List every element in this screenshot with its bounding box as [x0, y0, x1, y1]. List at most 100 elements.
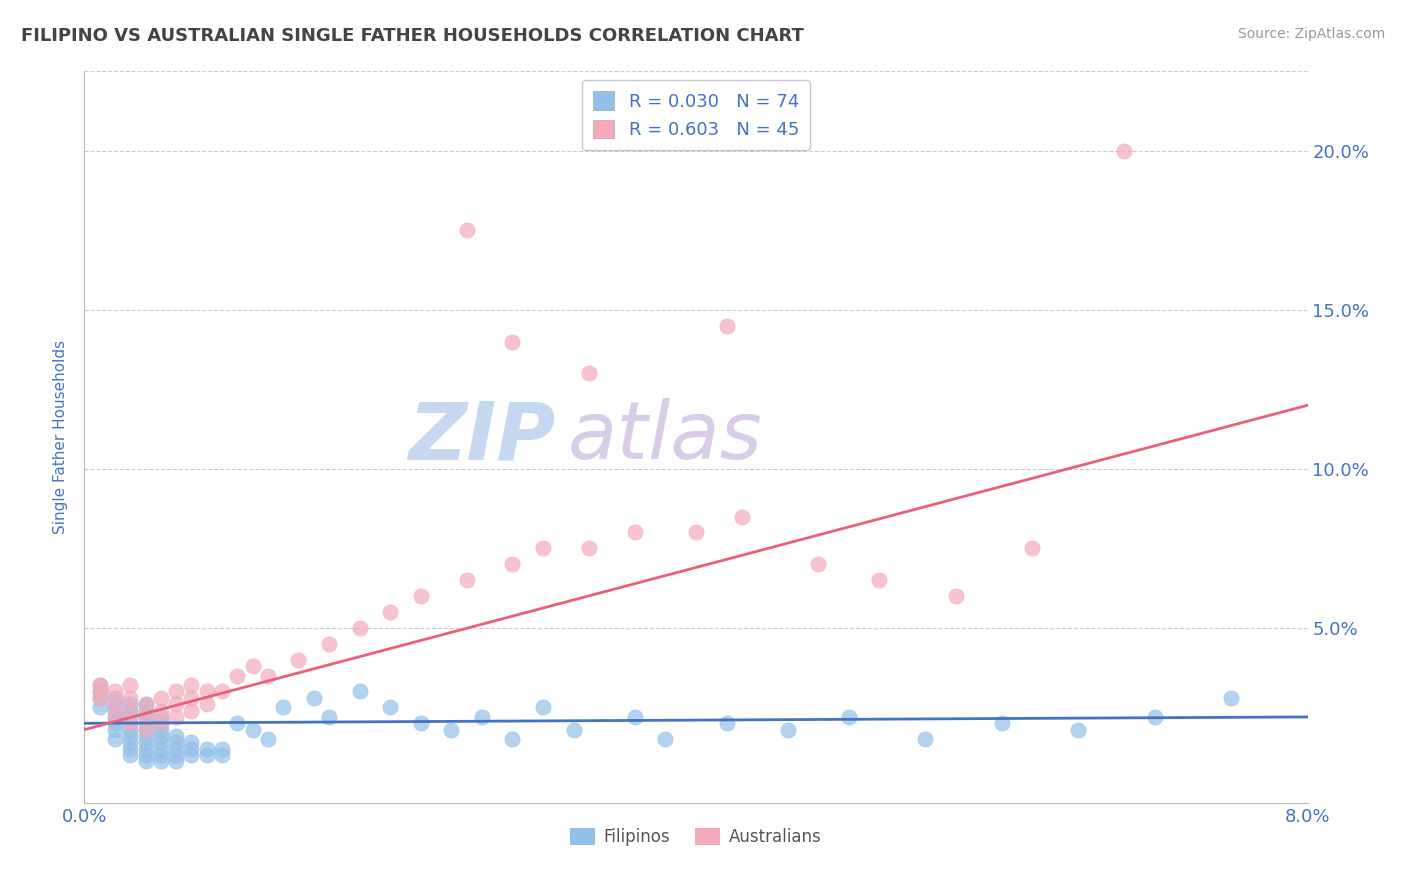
- Point: [135, 748, 157, 763]
- Point: [149, 690, 172, 705]
- Point: [104, 697, 127, 711]
- Point: [135, 697, 157, 711]
- Point: [104, 732, 127, 747]
- Point: [104, 716, 127, 731]
- Point: [869, 573, 891, 587]
- Point: [120, 735, 142, 749]
- Point: [211, 741, 233, 756]
- Point: [914, 732, 936, 747]
- Point: [120, 678, 142, 692]
- Point: [149, 710, 172, 724]
- Point: [89, 678, 111, 692]
- Point: [1143, 710, 1166, 724]
- Point: [624, 525, 647, 540]
- Point: [242, 659, 264, 673]
- Point: [685, 525, 707, 540]
- Point: [211, 684, 233, 698]
- Point: [89, 690, 111, 705]
- Point: [1067, 723, 1090, 737]
- Point: [1021, 541, 1043, 556]
- Point: [135, 716, 157, 731]
- Point: [807, 558, 830, 572]
- Point: [135, 755, 157, 769]
- Point: [135, 710, 157, 724]
- Point: [531, 700, 554, 714]
- Point: [120, 704, 142, 718]
- Point: [531, 541, 554, 556]
- Point: [135, 704, 157, 718]
- Point: [120, 723, 142, 737]
- Point: [302, 690, 325, 705]
- Point: [104, 710, 127, 724]
- Point: [409, 716, 432, 731]
- Point: [120, 697, 142, 711]
- Point: [149, 748, 172, 763]
- Point: [180, 678, 202, 692]
- Point: [380, 605, 402, 619]
- Point: [165, 710, 187, 724]
- Point: [165, 729, 187, 743]
- Point: [578, 541, 600, 556]
- Point: [716, 318, 738, 333]
- Point: [716, 716, 738, 731]
- Point: [318, 710, 340, 724]
- Point: [120, 741, 142, 756]
- Point: [149, 755, 172, 769]
- Point: [195, 684, 218, 698]
- Point: [991, 716, 1014, 731]
- Point: [89, 684, 111, 698]
- Point: [120, 710, 142, 724]
- Point: [271, 700, 294, 714]
- Point: [120, 729, 142, 743]
- Point: [456, 573, 478, 587]
- Point: [456, 223, 478, 237]
- Point: [135, 735, 157, 749]
- Point: [180, 748, 202, 763]
- Point: [257, 668, 280, 682]
- Point: [165, 735, 187, 749]
- Legend: Filipinos, Australians: Filipinos, Australians: [564, 822, 828, 853]
- Point: [104, 704, 127, 718]
- Point: [120, 690, 142, 705]
- Point: [838, 710, 860, 724]
- Text: FILIPINO VS AUSTRALIAN SINGLE FATHER HOUSEHOLDS CORRELATION CHART: FILIPINO VS AUSTRALIAN SINGLE FATHER HOU…: [21, 27, 804, 45]
- Point: [120, 704, 142, 718]
- Point: [135, 729, 157, 743]
- Point: [502, 334, 524, 349]
- Point: [195, 697, 218, 711]
- Point: [89, 684, 111, 698]
- Point: [578, 367, 600, 381]
- Point: [165, 684, 187, 698]
- Point: [654, 732, 676, 747]
- Point: [120, 716, 142, 731]
- Point: [149, 704, 172, 718]
- Point: [104, 723, 127, 737]
- Point: [89, 690, 111, 705]
- Point: [165, 755, 187, 769]
- Point: [89, 700, 111, 714]
- Point: [242, 723, 264, 737]
- Text: atlas: atlas: [568, 398, 762, 476]
- Point: [180, 704, 202, 718]
- Point: [624, 710, 647, 724]
- Point: [226, 716, 249, 731]
- Point: [349, 621, 371, 635]
- Point: [135, 710, 157, 724]
- Point: [104, 697, 127, 711]
- Point: [195, 741, 218, 756]
- Point: [180, 735, 202, 749]
- Point: [149, 735, 172, 749]
- Point: [180, 741, 202, 756]
- Point: [104, 684, 127, 698]
- Point: [135, 741, 157, 756]
- Point: [165, 697, 187, 711]
- Point: [135, 723, 157, 737]
- Point: [149, 716, 172, 731]
- Point: [409, 589, 432, 603]
- Point: [380, 700, 402, 714]
- Point: [226, 668, 249, 682]
- Point: [349, 684, 371, 698]
- Point: [502, 732, 524, 747]
- Point: [318, 637, 340, 651]
- Text: Source: ZipAtlas.com: Source: ZipAtlas.com: [1237, 27, 1385, 41]
